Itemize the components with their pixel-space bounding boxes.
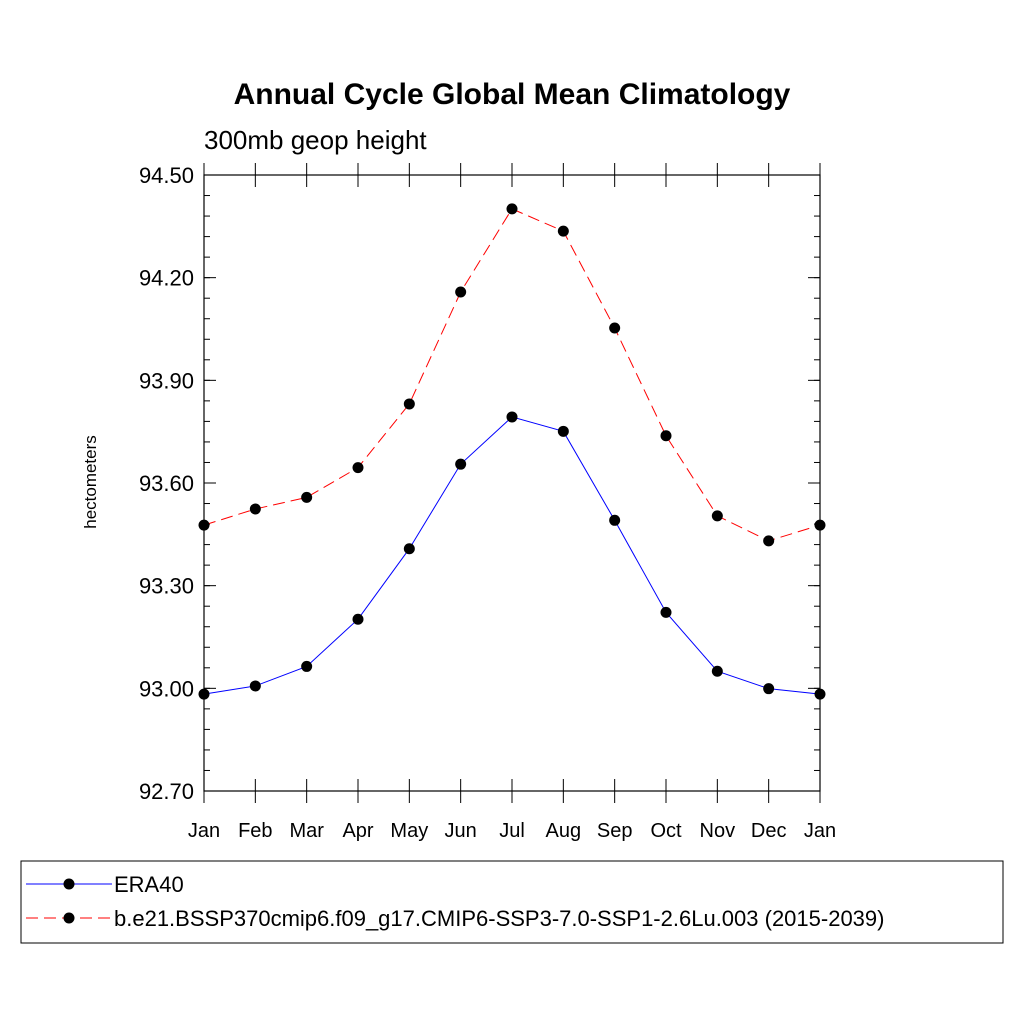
series-1-point: [557, 225, 569, 237]
series-0-point: [660, 606, 672, 618]
legend-marker-1: [63, 912, 75, 924]
y-tick-label: 93.60: [139, 471, 194, 496]
x-tick-label: Aug: [546, 820, 582, 842]
series-line-1: [203, 208, 821, 542]
x-tick-label: Mar: [289, 820, 324, 842]
series-0-point: [352, 613, 364, 625]
series-1-point: [198, 519, 210, 531]
chart-title: Annual Cycle Global Mean Climatology: [234, 78, 791, 111]
series-0-point: [455, 458, 467, 470]
x-tick-label: Jan: [188, 820, 220, 842]
x-tick-label: Dec: [751, 820, 787, 842]
series-0-point: [814, 688, 826, 700]
axis-ticks: [203, 163, 821, 803]
legend: ERA40 b.e21.BSSP370cmip6.f09_g17.CMIP6-SS…: [26, 872, 884, 931]
series-line-0: [203, 416, 821, 695]
series-0-point: [301, 660, 313, 672]
series-1-point: [506, 203, 518, 215]
x-tick-labels: Jan Feb Mar Apr May Jun Jul Aug Sep Oct Nov Dec Jan: [188, 820, 836, 842]
y-tick-labels: 92.70 93.00 93.30 93.60 93.90 94.20 94.50: [139, 163, 194, 804]
series-1-point: [352, 462, 364, 474]
series-layer: [198, 203, 826, 700]
series-1-point: [403, 398, 415, 410]
y-tick-label: 93.90: [139, 368, 194, 393]
x-tick-label: Jul: [499, 820, 525, 842]
series-0-point: [609, 514, 621, 526]
legend-label-0: ERA40: [114, 872, 184, 897]
legend-box: [20, 860, 1004, 944]
x-tick-label: Nov: [700, 820, 736, 842]
series-1-point: [711, 510, 723, 522]
series-0-point: [763, 683, 775, 695]
legend-marker-0: [63, 878, 75, 890]
x-tick-label: Jan: [804, 820, 836, 842]
y-tick-label: 93.30: [139, 574, 194, 599]
x-tick-label: Oct: [650, 820, 682, 842]
x-tick-label: Jun: [445, 820, 477, 842]
series-0-point: [506, 411, 518, 423]
series-1-point: [814, 519, 826, 531]
x-tick-label: Feb: [238, 820, 272, 842]
series-1-point: [763, 535, 775, 547]
series-1-point: [249, 503, 261, 515]
series-1-point: [301, 491, 313, 503]
series-0-point: [249, 680, 261, 692]
y-tick-label: 94.20: [139, 266, 194, 291]
x-tick-label: Sep: [597, 820, 633, 842]
series-0-point: [403, 543, 415, 555]
series-1-point: [609, 322, 621, 334]
series-0-point: [557, 425, 569, 437]
series-1-point: [455, 286, 467, 298]
x-tick-label: May: [390, 820, 428, 842]
y-axis-label: hectometers: [81, 435, 100, 529]
chart-subtitle: 300mb geop height: [204, 125, 427, 155]
series-0-point: [198, 688, 210, 700]
y-tick-label: 92.70: [139, 779, 194, 804]
series-1-point: [660, 430, 672, 442]
legend-label-1: b.e21.BSSP370cmip6.f09_g17.CMIP6-SSP3-7.…: [114, 906, 884, 931]
x-tick-label: Apr: [342, 820, 373, 842]
series-0-point: [711, 665, 723, 677]
y-tick-label: 93.00: [139, 676, 194, 701]
plot-frame: [203, 174, 821, 792]
y-tick-label: 94.50: [139, 163, 194, 188]
